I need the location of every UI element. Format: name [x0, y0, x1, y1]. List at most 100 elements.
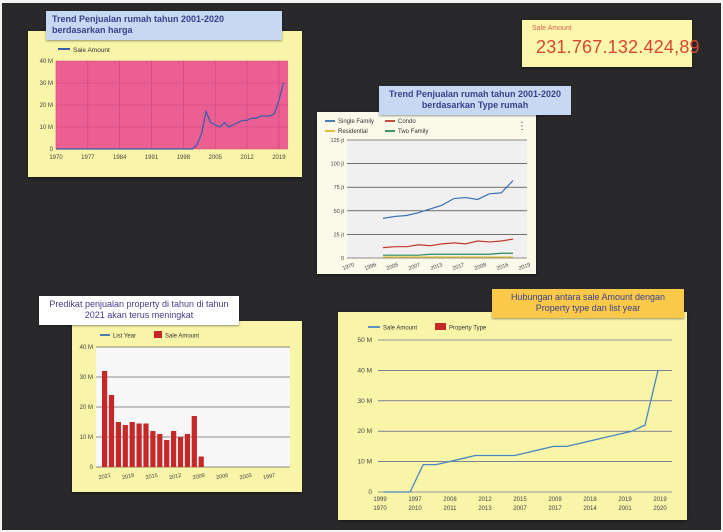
x-tick-label: 1999 — [373, 497, 387, 503]
x-tick-label: 2017 — [548, 506, 562, 512]
relation-title: Hubungan antara sale Amount dengan Prope… — [492, 289, 684, 318]
y-tick-label: 100 jt — [331, 162, 345, 168]
scorecard-value: 231.767.132.424,89 — [536, 37, 700, 57]
x-tick-label: 2013 — [478, 506, 492, 512]
x-tick-label: 2012 — [240, 155, 254, 161]
x-tick-label: 1997 — [263, 473, 276, 481]
series-line-sale-amount — [384, 370, 659, 493]
bar — [122, 425, 128, 467]
x-tick-label: 2015 — [513, 497, 527, 503]
x-tick-label: 2019 — [653, 497, 667, 503]
x-tick-label: 2018 — [122, 473, 135, 481]
y-tick-label: 50 jt — [334, 209, 345, 215]
legend-label: List Year — [113, 334, 136, 340]
x-tick-label: 2015 — [145, 473, 158, 481]
bar — [102, 371, 108, 467]
x-tick-label: 2019 — [518, 262, 532, 272]
y-tick-label: 0 — [50, 147, 54, 153]
more-options-icon[interactable]: ⋮ — [517, 121, 527, 132]
prediction-title: Predikat penjualan property di tahun di … — [39, 296, 239, 325]
x-tick-label: 1970 — [49, 155, 63, 161]
x-tick-label: 2014 — [583, 506, 597, 512]
series-line-single-family — [382, 180, 514, 219]
legend-label: Property Type — [449, 326, 487, 332]
legend-label: Sale Amount — [73, 47, 110, 54]
legend-label: Single Family — [338, 119, 374, 125]
x-tick-label: 2019 — [618, 497, 632, 503]
y-tick-label: 20 M — [358, 428, 372, 435]
x-tick-label: 2012 — [169, 473, 182, 481]
x-tick-label: 2012 — [478, 497, 492, 503]
chart-card-price-trend: Sale Amount 0 10 M 20 M 30 M 40 M 1970 1977 1984… — [28, 31, 302, 177]
x-tick-label: 2006 — [216, 473, 229, 481]
x-tick-label: 2009 — [548, 497, 562, 503]
x-tick-label: 2005 — [386, 262, 400, 272]
bar — [164, 440, 170, 467]
x-tick-label: 2008 — [474, 262, 488, 272]
y-tick-label: 30 M — [40, 81, 53, 87]
x-tick-label: 1984 — [113, 155, 127, 161]
y-tick-label: 40 M — [358, 367, 372, 374]
y-tick-label: 20 M — [40, 103, 53, 109]
x-tick-label: 1998 — [177, 155, 191, 161]
legend-swatch — [435, 323, 446, 330]
legend-label: Sale Amount — [165, 334, 199, 340]
legend-label: Condo — [398, 119, 416, 125]
y-tick-label: 30 M — [80, 375, 93, 381]
y-tick-label: 0 — [341, 256, 344, 262]
y-tick-label: 0 — [368, 489, 372, 496]
bar — [150, 431, 156, 467]
bar — [115, 422, 121, 467]
y-tick-label: 0 — [90, 465, 94, 471]
y-tick-label: 40 M — [80, 345, 93, 351]
y-tick-label: 10 M — [358, 459, 372, 466]
x-tick-label: 2010 — [408, 506, 422, 512]
y-tick-label: 25 jt — [334, 232, 345, 238]
prediction-bar-chart: List Year Sale Amount 0 10 M 20 M 30 M 40 M 202… — [80, 331, 290, 481]
x-tick-label: 1970 — [342, 262, 356, 272]
x-tick-label: 1970 — [373, 506, 387, 512]
bar — [198, 456, 204, 467]
x-tick-label: 2020 — [653, 506, 667, 512]
type-trend-title: Trend Penjualan rumah tahun 2001-2020 be… — [379, 86, 571, 115]
plot-background — [378, 340, 672, 492]
y-tick-label: 10 M — [80, 435, 93, 441]
chart-card-type-trend: Single Family Condo Residential Two Family 0… — [317, 112, 536, 274]
bar — [191, 416, 197, 467]
y-tick-label: 125 jt — [331, 138, 345, 144]
x-tick-label: 2011 — [444, 506, 458, 512]
type-trend-chart: Single Family Condo Residential Two Family 0… — [325, 119, 532, 272]
x-tick-label: 1997 — [408, 497, 422, 503]
series-line-two-family — [383, 252, 513, 256]
bar — [143, 423, 149, 467]
x-tick-label: 2007 — [513, 506, 527, 512]
x-tick-label: 2001 — [618, 506, 632, 512]
bar — [157, 434, 163, 467]
series-line-condo — [382, 238, 514, 249]
x-tick-label: 2016 — [496, 262, 510, 272]
series-line-sale-amount — [56, 82, 285, 150]
y-tick-label: 40 M — [40, 59, 53, 65]
x-tick-label: 2007 — [408, 262, 422, 272]
x-tick-label: 2009 — [192, 473, 205, 481]
y-tick-label: 50 M — [358, 337, 372, 344]
y-tick-label: 20 M — [80, 405, 93, 411]
legend-label: Residential — [338, 129, 368, 135]
sale-amount-scorecard: Sale Amount 231.767.132.424,89 — [522, 20, 700, 67]
x-tick-label: 1977 — [81, 155, 95, 161]
x-tick-label: 2021 — [98, 473, 111, 481]
bar — [136, 423, 142, 467]
chart-card-prediction: List Year Sale Amount 0 10 M 20 M 30 M 40 M 202… — [72, 321, 302, 492]
x-tick-label: 2005 — [209, 155, 223, 161]
legend-swatch — [154, 331, 162, 338]
y-tick-label: 75 jt — [334, 185, 345, 191]
bar — [129, 422, 135, 467]
bar — [108, 395, 115, 467]
y-tick-label: 10 M — [40, 125, 53, 131]
x-tick-label: 1991 — [145, 155, 159, 161]
x-tick-label: 1996 — [364, 262, 378, 272]
y-tick-label: 30 M — [358, 398, 372, 405]
bar — [171, 431, 177, 467]
x-tick-label: 2008 — [443, 497, 457, 503]
